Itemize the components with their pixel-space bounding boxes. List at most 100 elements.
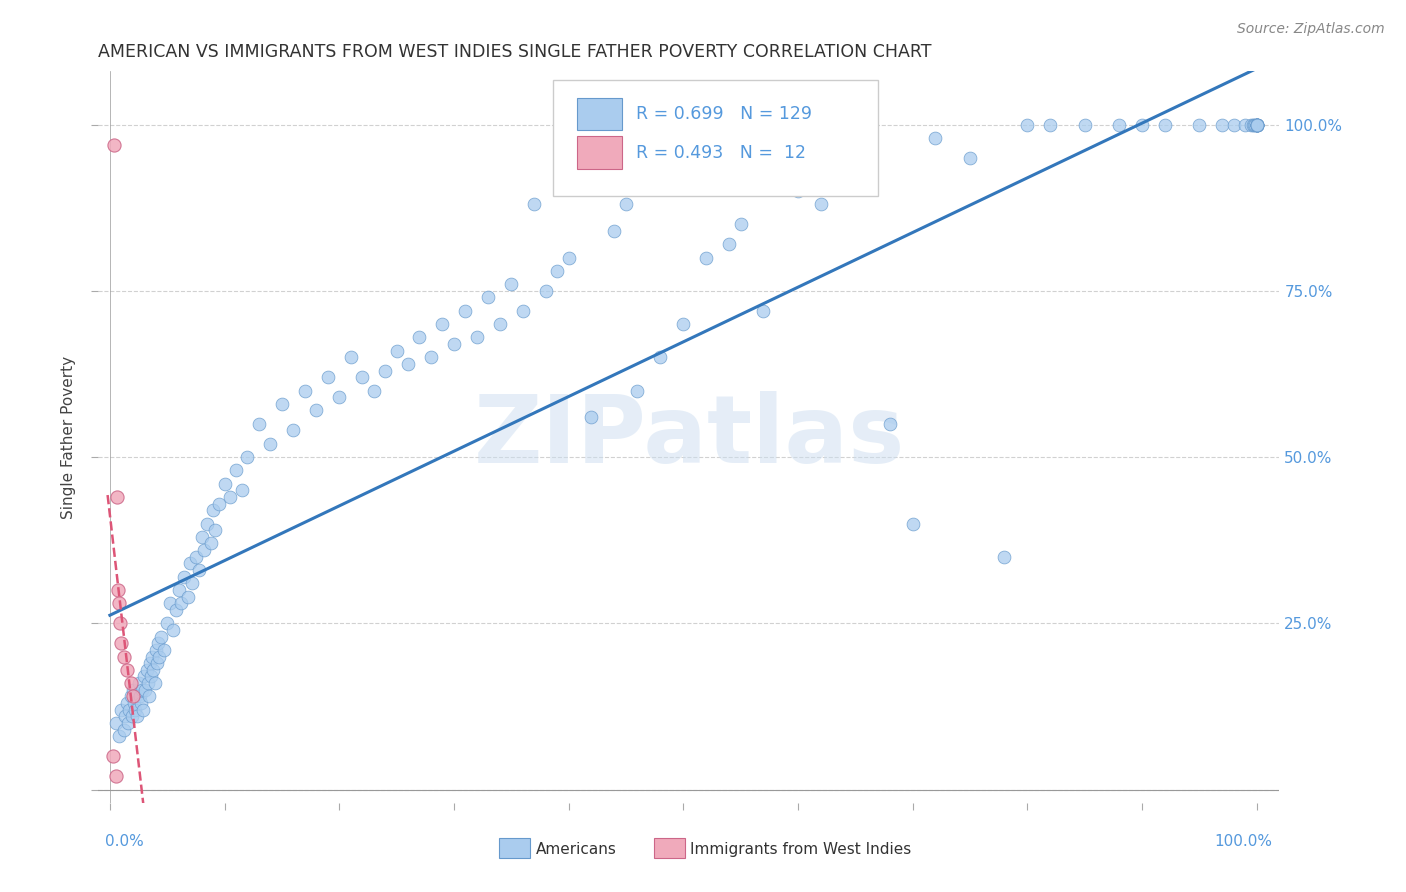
Point [132,703,155,717]
Bar [576,136,621,169]
Point [127,709,149,723]
Point [718,237,741,252]
Point [339,351,361,365]
Text: 100.0%: 100.0% [1215,834,1272,849]
Point [135,663,157,677]
Point [148,649,170,664]
Point [150,630,173,644]
Point [181,576,204,591]
Point [534,284,557,298]
Text: AMERICAN VS IMMIGRANTS FROM WEST INDIES SINGLE FATHER POVERTY CORRELATION CHART: AMERICAN VS IMMIGRANTS FROM WEST INDIES … [98,44,932,62]
Point [1241,118,1264,132]
Point [1240,118,1263,132]
Point [1073,118,1095,132]
Text: R = 0.699   N = 129: R = 0.699 N = 129 [636,104,811,123]
Point [107,582,129,597]
Bar [576,98,621,130]
Point [104,769,127,783]
Text: ZIPatlas: ZIPatlas [474,391,904,483]
Point [901,516,924,531]
Point [117,716,139,731]
Point [626,384,648,398]
Point [103,137,125,152]
Point [546,264,568,278]
Point [202,503,225,517]
Point [730,217,752,231]
Point [1246,118,1268,132]
Point [432,317,454,331]
Point [1246,118,1268,132]
Point [1130,118,1153,132]
Point [146,636,169,650]
Point [465,330,488,344]
Point [225,463,247,477]
Point [993,549,1015,564]
Point [134,669,156,683]
Point [1211,118,1233,132]
Point [170,596,193,610]
Point [204,523,226,537]
Point [786,184,808,198]
Point [120,676,142,690]
Point [184,549,207,564]
Point [959,151,981,165]
Point [1246,118,1268,132]
Point [104,716,127,731]
Point [247,417,270,431]
Point [115,696,138,710]
Point [1244,118,1267,132]
Point [110,703,132,717]
Point [1246,118,1268,132]
Point [408,330,430,344]
Point [167,582,190,597]
Point [1246,118,1268,132]
Point [396,357,419,371]
Point [1246,118,1268,132]
Point [138,690,160,704]
Point [121,709,143,723]
Point [214,476,236,491]
Point [128,690,150,704]
Text: Americans: Americans [536,842,617,856]
Point [1246,118,1268,132]
Text: R = 0.493   N =  12: R = 0.493 N = 12 [636,144,806,161]
Point [420,351,443,365]
Point [118,703,141,717]
Point [1234,118,1257,132]
Point [125,690,148,704]
Point [139,656,162,670]
Point [129,696,152,710]
Point [328,390,350,404]
Point [810,197,832,211]
Point [236,450,259,464]
Y-axis label: Single Father Poverty: Single Father Poverty [60,356,76,518]
Point [120,690,142,704]
Point [443,337,465,351]
Point [363,384,385,398]
Point [152,643,174,657]
Point [1188,118,1211,132]
Point [270,397,292,411]
Point [165,603,187,617]
Point [614,197,637,211]
Point [454,303,477,318]
Point [177,590,200,604]
Point [179,557,201,571]
Point [173,570,195,584]
Point [190,530,212,544]
Point [188,563,211,577]
Point [501,277,523,292]
Text: Source: ZipAtlas.com: Source: ZipAtlas.com [1237,22,1385,37]
Point [924,131,946,145]
Point [374,363,396,377]
Point [259,436,281,450]
FancyBboxPatch shape [553,80,877,195]
Point [385,343,408,358]
Point [112,649,135,664]
Point [156,616,179,631]
Point [294,384,316,398]
Point [219,490,242,504]
Point [557,251,579,265]
Point [134,682,156,697]
Point [1039,118,1062,132]
